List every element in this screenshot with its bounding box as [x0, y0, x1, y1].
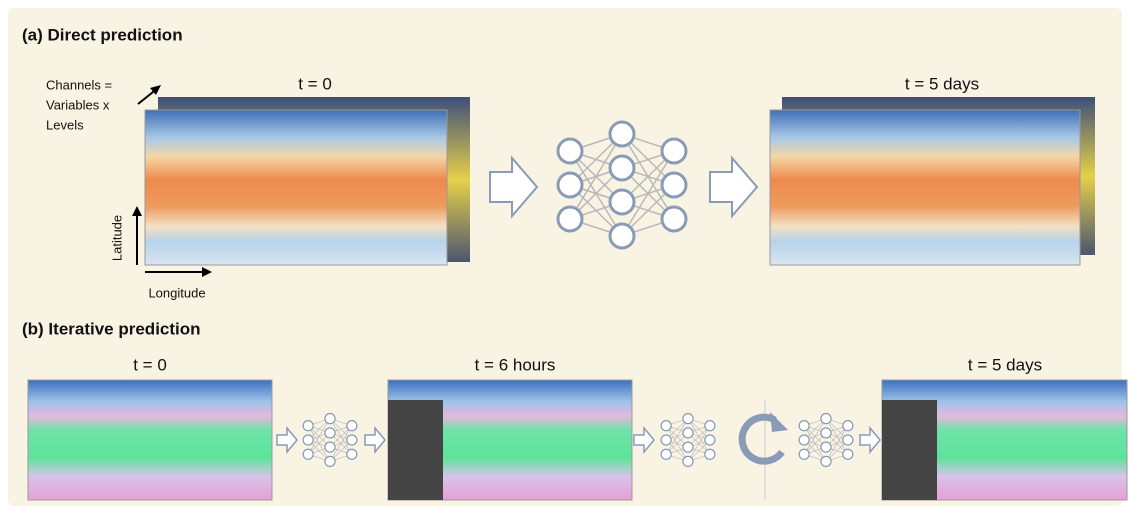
- channels-label: Levels: [46, 117, 84, 132]
- arrowhead: [202, 267, 212, 277]
- axis-label: Longitude: [148, 285, 205, 300]
- net-node: [660, 205, 688, 233]
- arrow: [276, 425, 298, 455]
- net-node: [324, 441, 336, 453]
- net-node: [820, 441, 832, 453]
- shift-block: [388, 400, 443, 500]
- net-node: [820, 455, 832, 468]
- net-edge: [803, 418, 827, 455]
- repeat-icon: [738, 413, 785, 465]
- arrow: [859, 425, 881, 455]
- net-edge: [687, 425, 711, 462]
- time-label: t = 5 days: [968, 355, 1042, 374]
- panel-title: (a) Direct prediction: [22, 25, 183, 44]
- net-node: [346, 448, 358, 460]
- time-label: t = 0: [298, 74, 332, 93]
- net-node: [820, 412, 832, 425]
- net-node: [798, 434, 810, 446]
- net-node: [302, 420, 314, 432]
- net-node: [346, 420, 358, 432]
- net-node: [704, 434, 716, 446]
- net-edge: [569, 133, 623, 220]
- net-node: [682, 441, 694, 453]
- net-node: [682, 427, 694, 439]
- net-node: [682, 455, 694, 468]
- net-node: [660, 448, 672, 460]
- panel-title: (b) Iterative prediction: [22, 319, 201, 338]
- arrow: [364, 425, 386, 455]
- arrowhead: [150, 85, 161, 95]
- map-output: [769, 109, 1081, 266]
- net-edge: [621, 150, 675, 237]
- channels-label: Channels =: [46, 77, 112, 92]
- axis-label: Latitude: [109, 215, 124, 261]
- net-node: [324, 412, 336, 425]
- net-node: [820, 427, 832, 439]
- time-label: t = 6 hours: [475, 355, 556, 374]
- net-node: [660, 420, 672, 432]
- net-node: [798, 448, 810, 460]
- channels-label: Variables x: [46, 97, 110, 112]
- arrow: [633, 425, 655, 455]
- net-node: [302, 448, 314, 460]
- net-node: [842, 420, 854, 432]
- time-label: t = 5 days: [905, 74, 979, 93]
- net-edge: [329, 425, 353, 462]
- net-edge: [665, 418, 689, 455]
- net-node: [660, 137, 688, 165]
- net-node: [608, 222, 636, 250]
- net-node: [608, 188, 636, 216]
- net-node: [842, 434, 854, 446]
- net-node: [704, 420, 716, 432]
- net-node: [608, 120, 636, 148]
- net-node: [682, 412, 694, 425]
- arrow: [709, 155, 759, 219]
- net-node: [302, 434, 314, 446]
- net-node: [556, 205, 584, 233]
- shift-block: [882, 400, 937, 500]
- net-node: [704, 448, 716, 460]
- net-node: [798, 420, 810, 432]
- net-node: [660, 434, 672, 446]
- time-label: t = 0: [133, 355, 167, 374]
- net-node: [346, 434, 358, 446]
- net-node: [556, 171, 584, 199]
- net-node: [324, 455, 336, 468]
- net-node: [842, 448, 854, 460]
- arrowhead: [770, 412, 788, 432]
- net-edge: [825, 425, 849, 462]
- map-input: [144, 109, 448, 266]
- arrowhead: [132, 206, 142, 216]
- map-frame: [27, 379, 273, 501]
- net-node: [324, 427, 336, 439]
- net-node: [608, 154, 636, 182]
- net-node: [556, 137, 584, 165]
- net-edge: [307, 418, 331, 455]
- net-node: [660, 171, 688, 199]
- arrow: [489, 155, 539, 219]
